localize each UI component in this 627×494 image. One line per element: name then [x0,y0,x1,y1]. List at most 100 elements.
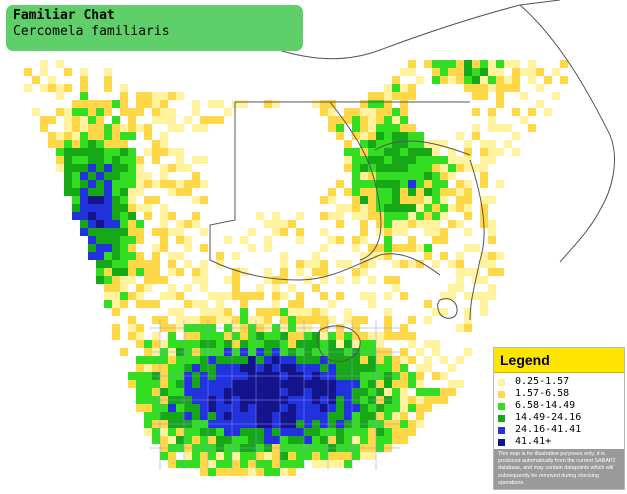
distribution-cell [352,236,360,244]
distribution-cell [264,460,272,468]
distribution-cell [64,180,72,188]
distribution-cell [408,404,416,412]
distribution-cell [320,356,328,364]
distribution-cell [456,324,464,332]
distribution-cell [136,156,144,164]
distribution-cell [520,116,528,124]
distribution-cell [184,340,192,348]
distribution-cell [432,372,440,380]
distribution-cell [400,324,408,332]
distribution-cell [368,108,376,116]
distribution-cell [424,356,432,364]
distribution-cell [176,412,184,420]
distribution-cell [40,116,48,124]
distribution-cell [424,212,432,220]
distribution-cell [184,404,192,412]
distribution-cell [168,228,176,236]
distribution-cell [272,412,280,420]
distribution-cell [272,460,280,468]
distribution-cell [48,132,56,140]
distribution-cell [200,124,208,132]
distribution-cell [400,364,408,372]
distribution-cell [336,332,344,340]
distribution-cell [360,156,368,164]
distribution-cell [368,428,376,436]
distribution-cell [304,356,312,364]
distribution-cell [288,428,296,436]
distribution-cell [424,188,432,196]
distribution-cell [440,180,448,188]
distribution-cell [160,380,168,388]
distribution-cell [80,108,88,116]
distribution-cell [120,252,128,260]
distribution-cell [448,164,456,172]
distribution-cell [480,140,488,148]
distribution-cell [416,196,424,204]
distribution-cell [328,356,336,364]
distribution-cell [168,148,176,156]
distribution-cell [168,436,176,444]
distribution-cell [264,308,272,316]
distribution-cell [288,460,296,468]
distribution-cell [408,380,416,388]
distribution-cell [392,212,400,220]
distribution-cell [384,236,392,244]
distribution-cell [216,260,224,268]
distribution-cell [248,356,256,364]
distribution-cell [112,276,120,284]
distribution-cell [96,236,104,244]
distribution-cell [200,196,208,204]
distribution-cell [152,244,160,252]
distribution-cell [288,284,296,292]
distribution-cell [72,132,80,140]
distribution-cell [352,204,360,212]
distribution-cell [232,284,240,292]
distribution-cell [248,340,256,348]
distribution-cell [384,356,392,364]
distribution-cell [424,228,432,236]
distribution-cell [128,236,136,244]
distribution-cell [96,132,104,140]
distribution-cell [224,436,232,444]
distribution-cell [416,188,424,196]
distribution-cell [432,68,440,76]
distribution-cell [424,388,432,396]
distribution-cell [160,364,168,372]
distribution-cell [152,268,160,276]
distribution-cell [136,92,144,100]
distribution-cell [512,60,520,68]
distribution-cell [96,180,104,188]
distribution-cell [128,268,136,276]
distribution-cell [352,452,360,460]
distribution-cell [256,452,264,460]
distribution-cell [216,116,224,124]
distribution-cell [256,388,264,396]
distribution-cell [320,460,328,468]
distribution-cell [192,196,200,204]
distribution-cell [232,268,240,276]
distribution-cell [224,468,232,476]
distribution-cell [368,276,376,284]
distribution-cell [80,156,88,164]
distribution-cell [424,340,432,348]
distribution-cell [184,388,192,396]
distribution-cell [200,452,208,460]
distribution-cell [112,260,120,268]
distribution-cell [160,220,168,228]
distribution-cell [368,300,376,308]
distribution-cell [304,428,312,436]
distribution-cell [384,220,392,228]
distribution-cell [368,188,376,196]
distribution-cell [184,188,192,196]
distribution-cell [344,388,352,396]
distribution-cell [424,204,432,212]
distribution-cell [168,356,176,364]
distribution-cell [272,404,280,412]
distribution-cell [192,452,200,460]
distribution-cell [352,164,360,172]
distribution-cell [112,132,120,140]
legend-swatch [498,378,505,386]
distribution-cell [400,68,408,76]
distribution-cell [488,68,496,76]
distribution-cell [344,308,352,316]
